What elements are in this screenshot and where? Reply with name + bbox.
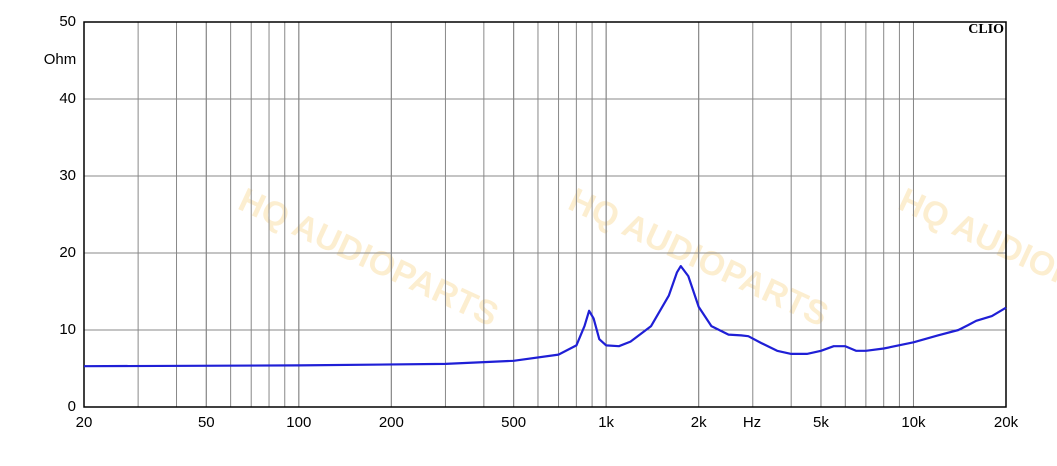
x-tick-label: 1k [598,414,614,431]
x-tick-label: 20 [76,414,93,431]
y-tick-label: 20 [59,244,76,261]
y-tick-label: 50 [59,13,76,30]
x-axis-label: Hz [743,414,761,431]
watermark: HQ AUDIOPARTS [233,181,504,334]
x-tick-label: 500 [501,414,526,431]
x-tick-label: 100 [286,414,311,431]
x-tick-label: 20k [994,414,1019,431]
plot-border [83,21,1007,408]
y-axis-label: Ohm [44,51,77,68]
brand: CLIO [968,22,1004,37]
y-tick-label: 10 [59,321,76,338]
x-tick-label: 2k [691,414,707,431]
x-tick-label: 50 [198,414,215,431]
x-tick-label: 10k [901,414,926,431]
y-tick-label: 0 [68,398,76,415]
impedance-line [83,265,1007,368]
watermark: HQ AUDIOPARTS [893,181,1057,334]
x-tick-label: 200 [379,414,404,431]
y-tick-label: 40 [59,90,76,107]
x-tick-label: 5k [813,414,829,431]
y-tick-label: 30 [59,167,76,184]
